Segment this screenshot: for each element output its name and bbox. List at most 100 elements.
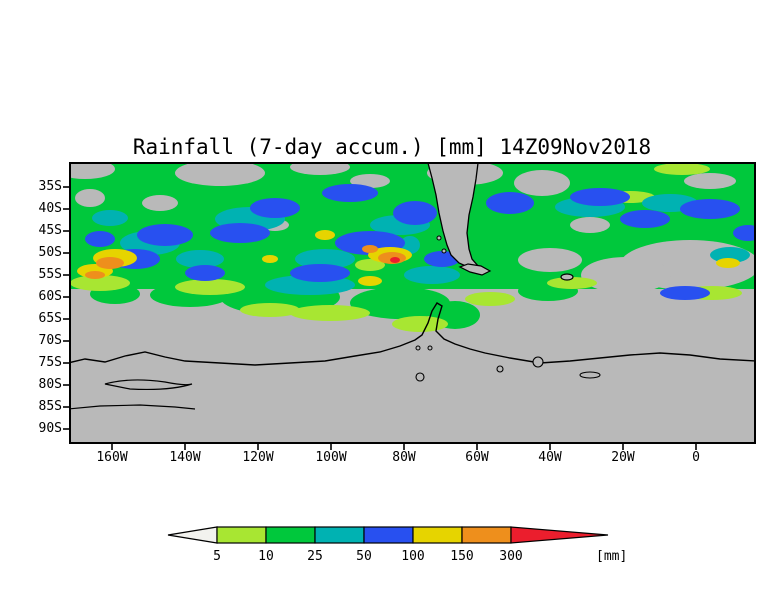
x-tick-label: 100W <box>315 450 347 465</box>
rain-blob-bg <box>514 170 570 196</box>
colorbar-cell <box>363 526 414 544</box>
y-tick-label: 60S <box>38 289 62 304</box>
south-georgia-contour <box>560 273 574 281</box>
antarctica-coastline <box>70 302 755 366</box>
island-contour <box>532 356 544 368</box>
chart-title: Rainfall (7-day accum.) [mm] 14Z09Nov201… <box>132 135 652 159</box>
x-tick-label: 80W <box>392 450 416 465</box>
rain-blob-cy <box>710 247 750 263</box>
colorbar-tick-label: 300 <box>499 549 523 564</box>
y-tick-label: 70S <box>38 333 62 348</box>
rain-blob-cy <box>92 210 128 226</box>
rain-blob-bl <box>185 265 225 281</box>
rain-blob-bg <box>175 163 265 186</box>
rain-blob-bl <box>680 199 740 219</box>
rain-blob-bg <box>75 189 105 207</box>
colorbar-tick-label: 100 <box>401 549 425 564</box>
rain-blob-yg <box>654 163 710 175</box>
rain-blob-yg <box>355 259 385 271</box>
x-tick-label: 120W <box>242 450 274 465</box>
rain-blob-cy <box>404 266 460 284</box>
rain-blob-bl <box>250 198 300 218</box>
plot-frame <box>69 162 756 444</box>
y-tick-label: 40S <box>38 201 62 216</box>
rain-blob-bl <box>85 231 115 247</box>
colorbar-left-arrow <box>167 526 218 544</box>
x-tick-label: 140W <box>169 450 201 465</box>
rain-blob-re <box>390 257 400 263</box>
coastlines <box>70 163 755 410</box>
rain-blob-bg <box>70 163 115 179</box>
rain-blob-bl <box>486 192 534 214</box>
rain-blob-bg <box>684 173 736 189</box>
colorbar-cell <box>412 526 463 544</box>
island-contour <box>415 372 425 382</box>
rain-blob-ye <box>716 258 740 268</box>
colorbar-right-arrow <box>510 526 609 544</box>
rain-blob-bg <box>581 257 671 293</box>
rain-blob-cy <box>295 249 355 269</box>
map-plot-area <box>70 163 755 443</box>
y-tick-label: 55S <box>38 267 62 282</box>
axis-ticks <box>63 186 697 450</box>
rain-blob-yg <box>70 275 130 291</box>
colorbar-tick-label: 5 <box>213 549 221 564</box>
rain-blob-bl <box>393 201 437 225</box>
rain-blob-or <box>362 245 378 253</box>
rain-blob-yg <box>547 277 597 289</box>
colorbar-cell <box>216 526 267 544</box>
rain-blob-bl <box>660 286 710 300</box>
rain-blob-bl <box>570 188 630 206</box>
rain-blob-yg <box>290 305 370 321</box>
island-contour <box>415 345 421 351</box>
colorbar-cell <box>314 526 365 544</box>
y-tick-label: 80S <box>38 377 62 392</box>
y-tick-label: 85S <box>38 399 62 414</box>
y-tick-label: 45S <box>38 223 62 238</box>
rain-blob-bg <box>290 163 350 175</box>
rain-blob-yg <box>392 316 448 332</box>
y-tick-label: 90S <box>38 421 62 436</box>
rain-blob-g <box>350 287 450 319</box>
colorbar-cell <box>461 526 512 544</box>
colorbar-tick-label: 150 <box>450 549 474 564</box>
colorbar <box>167 526 609 544</box>
island-contour <box>579 371 601 379</box>
colorbar-unit-label: [mm] <box>596 549 628 564</box>
rain-blob-bg <box>570 217 610 233</box>
rain-blob-bl <box>290 264 350 282</box>
rain-blob-cy <box>176 250 224 268</box>
rain-blob-bl <box>620 210 670 228</box>
rain-blob-bl <box>210 223 270 243</box>
x-tick-label: 160W <box>96 450 128 465</box>
rain-blob-yg <box>465 292 515 306</box>
y-tick-label: 65S <box>38 311 62 326</box>
rain-blob-or <box>85 271 105 279</box>
rain-blob-ye <box>315 230 335 240</box>
island-contour <box>441 248 447 254</box>
island-contour <box>436 235 442 241</box>
x-tick-label: 40W <box>538 450 562 465</box>
y-tick-label: 75S <box>38 355 62 370</box>
rain-blob-bg <box>350 174 390 188</box>
colorbar-tick-label: 50 <box>356 549 372 564</box>
rain-blob-ye <box>358 276 382 286</box>
colorbar-cell <box>265 526 316 544</box>
x-tick-label: 60W <box>465 450 489 465</box>
rain-blob-yg <box>240 303 300 317</box>
x-tick-label: 0 <box>692 450 700 465</box>
island-contour <box>427 345 433 351</box>
x-tick-label: 20W <box>611 450 635 465</box>
island-chain-contour <box>104 379 193 391</box>
colorbar-tick-label: 10 <box>258 549 274 564</box>
rain-blob-ye <box>262 255 278 263</box>
interior-contour-85s <box>70 404 196 410</box>
y-tick-label: 35S <box>38 179 62 194</box>
y-tick-label: 50S <box>38 245 62 260</box>
colorbar-tick-label: 25 <box>307 549 323 564</box>
rain-blob-bl <box>322 184 378 202</box>
island-contour <box>496 365 504 373</box>
rainfall-field <box>70 163 755 443</box>
